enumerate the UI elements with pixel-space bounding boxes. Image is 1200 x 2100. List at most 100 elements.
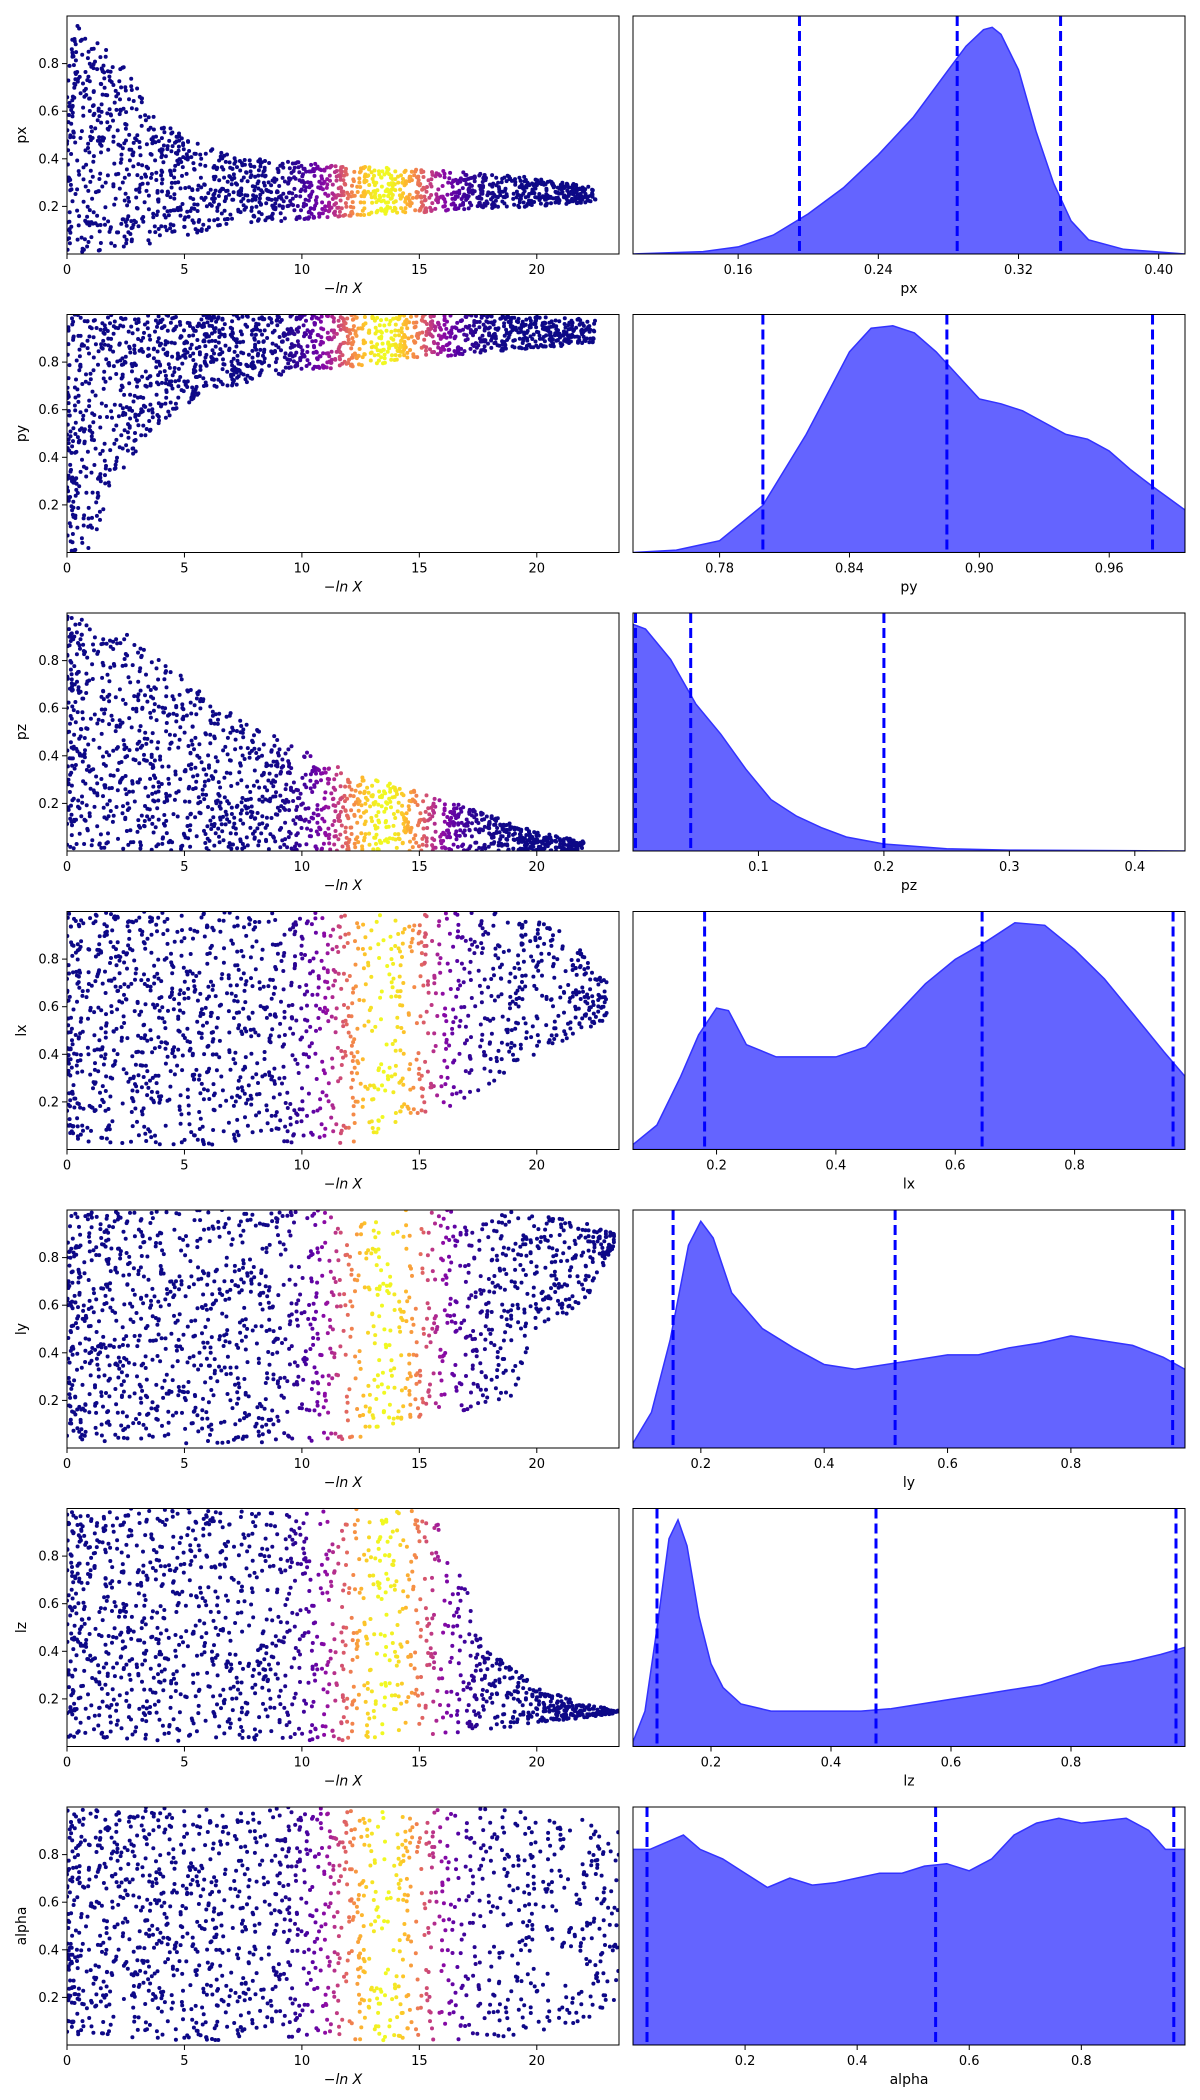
scatter-point <box>320 363 325 368</box>
scatter-point <box>429 805 434 810</box>
scatter-point <box>291 799 296 803</box>
scatter-point <box>565 184 570 189</box>
scatter-point <box>231 379 236 383</box>
scatter-point <box>235 165 239 170</box>
scatter-point <box>88 179 93 184</box>
scatter-point <box>98 327 103 332</box>
scatter-point <box>593 197 598 202</box>
scatter-point <box>82 429 86 434</box>
scatter-point <box>518 178 523 183</box>
scatter-point <box>537 194 541 199</box>
scatter-point <box>325 165 329 170</box>
scatter-point <box>297 816 302 821</box>
scatter-point <box>453 353 458 357</box>
scatter-point <box>198 152 203 157</box>
scatter-point <box>142 757 146 762</box>
scatter-point <box>93 393 98 398</box>
scatter-point <box>216 792 221 796</box>
scatter-point <box>191 367 196 372</box>
x-tick-label: 0.2 <box>874 860 895 875</box>
scatter-point <box>166 409 171 414</box>
scatter-point <box>347 328 352 333</box>
scatter-point <box>503 195 507 200</box>
scatter-point <box>348 793 353 798</box>
scatter-point <box>283 351 288 356</box>
scatter-point <box>101 688 106 693</box>
scatter-point <box>285 337 290 342</box>
scatter-point <box>428 816 433 821</box>
scatter-point <box>539 343 544 348</box>
scatter-point <box>70 199 75 204</box>
scatter-point <box>265 788 270 793</box>
scatter-point <box>338 342 343 347</box>
scatter-point <box>551 183 556 188</box>
scatter-point <box>69 812 74 817</box>
scatter-point <box>72 81 77 86</box>
scatter-point <box>515 192 520 197</box>
scatter-point <box>90 389 95 394</box>
scatter-point <box>355 184 360 189</box>
scatter-point <box>67 488 70 493</box>
scatter-point <box>467 811 472 816</box>
scatter-point <box>251 327 256 332</box>
scatter-point <box>281 199 286 204</box>
scatter-point <box>112 100 117 105</box>
scatter-point <box>325 776 330 781</box>
scatter-point <box>190 742 195 747</box>
scatter-point <box>374 813 379 818</box>
scatter-point <box>170 840 175 845</box>
scatter-point <box>99 345 104 350</box>
scatter-point <box>384 317 389 322</box>
scatter-point <box>312 783 317 788</box>
scatter-point <box>436 322 441 327</box>
scatter-point <box>338 177 343 182</box>
scatter-point <box>562 316 567 321</box>
scatter-point <box>100 718 105 723</box>
scatter-point <box>389 329 394 334</box>
scatter-point <box>304 202 309 207</box>
scatter-point <box>393 206 398 211</box>
scatter-point <box>253 184 258 189</box>
scatter-point <box>259 368 264 373</box>
scatter-point <box>109 713 114 718</box>
scatter-point <box>97 114 102 119</box>
scatter-point <box>170 386 175 391</box>
x-tick-label: 0.24 <box>864 263 893 278</box>
scatter-point <box>87 398 92 403</box>
scatter-point <box>74 481 79 486</box>
scatter-point <box>386 340 391 345</box>
scatter-point <box>205 836 210 841</box>
scatter-point <box>537 198 542 202</box>
scatter-point <box>156 401 161 406</box>
scatter-point <box>431 340 436 344</box>
scatter-point <box>477 336 482 341</box>
scatter-point <box>208 741 213 746</box>
scatter-point <box>523 346 528 351</box>
scatter-point <box>283 787 288 792</box>
scatter-point <box>179 388 184 393</box>
scatter-point <box>67 627 71 632</box>
scatter-point <box>121 410 126 415</box>
scatter-point <box>379 795 384 800</box>
scatter-point <box>409 169 414 174</box>
scatter-point <box>424 839 429 844</box>
scatter-point <box>529 345 533 350</box>
scatter-point <box>269 320 274 325</box>
scatter-point <box>67 533 70 538</box>
scatter-point <box>88 523 93 528</box>
scatter-point <box>183 156 188 161</box>
scatter-point <box>524 317 529 322</box>
scatter-point <box>248 164 253 169</box>
scatter-point <box>68 462 73 467</box>
scatter-point <box>490 835 494 840</box>
scatter-point <box>538 839 543 844</box>
scatter-point <box>127 381 132 386</box>
scatter-point <box>560 846 565 851</box>
scatter-point <box>549 201 553 206</box>
scatter-point <box>80 382 85 386</box>
scatter-point <box>185 350 190 355</box>
scatter-point <box>101 805 106 810</box>
scatter-point <box>78 727 83 731</box>
scatter-point <box>469 203 474 208</box>
scatter-point <box>359 803 364 808</box>
